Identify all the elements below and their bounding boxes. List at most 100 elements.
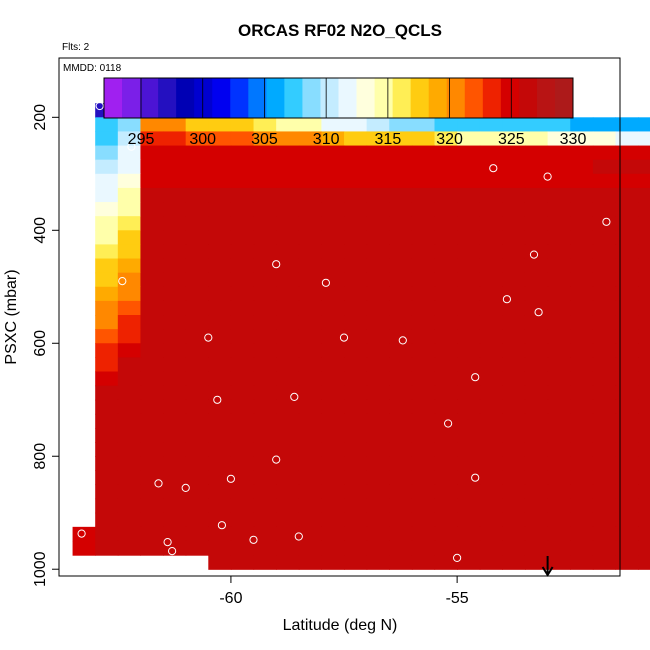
heatmap-cell xyxy=(457,442,481,457)
heatmap-cell xyxy=(524,202,549,217)
heatmap-cell xyxy=(276,315,300,330)
heatmap-cell xyxy=(140,187,164,203)
heatmap-cell xyxy=(615,413,639,429)
heatmap-cell xyxy=(276,357,300,373)
heatmap-cell xyxy=(434,371,458,387)
heatmap-cell xyxy=(276,512,300,528)
heatmap-cell xyxy=(592,526,617,542)
heatmap-cell xyxy=(117,202,142,217)
heatmap-cell xyxy=(457,399,481,415)
heatmap-cell xyxy=(230,357,255,373)
heatmap-cell xyxy=(411,413,436,429)
heatmap-cell xyxy=(366,526,390,542)
heatmap-cell xyxy=(208,117,232,133)
heatmap-cell xyxy=(638,428,650,443)
heatmap-cell xyxy=(457,428,481,443)
heatmap-cell xyxy=(547,187,571,203)
sample-point xyxy=(154,479,163,488)
heatmap-cell xyxy=(592,159,617,175)
heatmap-cell xyxy=(479,540,503,556)
heatmap-cell xyxy=(389,498,413,514)
heatmap-cell xyxy=(457,540,481,556)
heatmap-cell xyxy=(389,173,413,189)
heatmap-cell xyxy=(592,385,617,401)
heatmap-cell xyxy=(163,187,187,203)
colorbar-tick-label: 300 xyxy=(189,131,216,148)
sample-point xyxy=(398,336,407,345)
heatmap-cell xyxy=(185,230,209,246)
heatmap-cell xyxy=(253,456,277,471)
heatmap-cell xyxy=(117,187,142,203)
heatmap-cell xyxy=(502,187,526,203)
heatmap-cell xyxy=(140,371,164,387)
heatmap-cell xyxy=(366,470,390,486)
heatmap-cell xyxy=(230,131,255,147)
heatmap-cell xyxy=(638,272,650,288)
heatmap-cell xyxy=(230,329,255,344)
heatmap-cell xyxy=(344,131,368,147)
heatmap-cell xyxy=(321,258,345,274)
heatmap-cell xyxy=(547,498,571,514)
heatmap-cell xyxy=(524,512,549,528)
heatmap-cell xyxy=(117,413,142,429)
heatmap-cell xyxy=(344,187,368,203)
heatmap-cell xyxy=(434,230,458,246)
heatmap-cell xyxy=(547,540,571,556)
heatmap-cell xyxy=(547,300,571,316)
heatmap-cell xyxy=(185,286,209,302)
heatmap-cell xyxy=(140,385,164,401)
heatmap-cell xyxy=(95,526,119,542)
heatmap-cell xyxy=(321,357,345,373)
heatmap-cell xyxy=(592,456,617,471)
heatmap-cell xyxy=(570,300,594,316)
heatmap-cell xyxy=(524,385,549,401)
heatmap-cell xyxy=(524,216,549,231)
colorbar-segment xyxy=(212,78,231,118)
heatmap-cell xyxy=(547,470,571,486)
heatmap-cell xyxy=(95,300,119,316)
heatmap-cell xyxy=(321,470,345,486)
heatmap-cell xyxy=(117,159,142,175)
heatmap-cell xyxy=(615,230,639,246)
heatmap-cell xyxy=(389,300,413,316)
heatmap-cell xyxy=(276,371,300,387)
flights-note: Flts: 2 xyxy=(62,42,90,53)
heatmap-cell xyxy=(524,145,549,161)
heatmap-cell xyxy=(95,484,119,500)
heatmap-cell xyxy=(321,385,345,401)
heatmap-cell xyxy=(253,413,277,429)
heatmap-cell xyxy=(253,173,277,189)
heatmap-cell xyxy=(163,399,187,415)
heatmap-cell xyxy=(570,159,594,175)
heatmap-cell xyxy=(230,470,255,486)
sample-point xyxy=(204,333,213,342)
heatmap-cell xyxy=(163,286,187,302)
heatmap-cell xyxy=(344,428,368,443)
heatmap-cell xyxy=(163,244,187,260)
heatmap-cell xyxy=(276,555,300,570)
heatmap-cell xyxy=(547,484,571,500)
heatmap-cell xyxy=(615,216,639,231)
colorbar-segment xyxy=(392,78,412,118)
sample-point xyxy=(502,295,511,304)
heatmap-cell xyxy=(253,187,277,203)
heatmap-cell xyxy=(253,216,277,231)
heatmap-cell xyxy=(434,442,458,457)
heatmap-cell xyxy=(457,286,481,302)
heatmap-cell xyxy=(479,555,503,570)
heatmap-cell xyxy=(524,526,549,542)
heatmap-cell xyxy=(389,512,413,528)
heatmap-cell xyxy=(298,512,322,528)
heatmap-cell xyxy=(276,526,300,542)
heatmap-cell xyxy=(479,371,503,387)
heatmap-cell xyxy=(457,498,481,514)
heatmap-cell xyxy=(163,371,187,387)
heatmap-cell xyxy=(117,357,142,373)
heatmap-cell xyxy=(208,343,232,358)
heatmap-cell xyxy=(230,216,255,231)
heatmap-cell xyxy=(524,371,549,387)
heatmap-cell xyxy=(389,131,413,147)
heatmap-cell xyxy=(389,272,413,288)
heatmap-cell xyxy=(185,159,209,175)
heatmap-cell xyxy=(411,512,436,528)
